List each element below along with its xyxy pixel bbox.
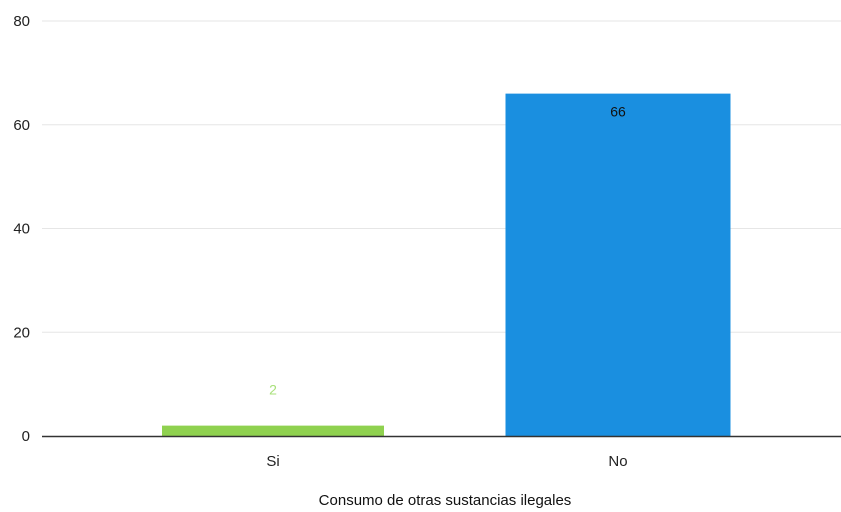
y-tick-label: 0: [22, 428, 30, 445]
y-tick-label: 20: [13, 324, 30, 341]
y-tick-label: 40: [13, 221, 30, 238]
data-labels: 2 66: [269, 104, 626, 398]
x-tick-label: Si: [266, 453, 279, 470]
bar-si: [162, 425, 384, 436]
data-label: 66: [610, 104, 626, 120]
y-tick-label: 60: [13, 117, 30, 134]
bars: [162, 93, 731, 436]
y-axis-ticks: 0 20 40 60 80: [13, 13, 30, 445]
x-axis-ticks: Si No: [266, 453, 627, 470]
x-tick-label: No: [608, 453, 627, 470]
data-label: 2: [269, 382, 277, 398]
y-tick-label: 80: [13, 13, 30, 30]
bar-no: [505, 93, 731, 436]
x-axis-title: Consumo de otras sustancias ilegales: [319, 492, 572, 509]
